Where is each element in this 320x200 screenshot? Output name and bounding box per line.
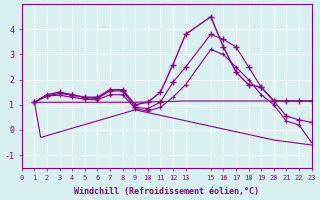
- X-axis label: Windchill (Refroidissement éolien,°C): Windchill (Refroidissement éolien,°C): [74, 187, 259, 196]
